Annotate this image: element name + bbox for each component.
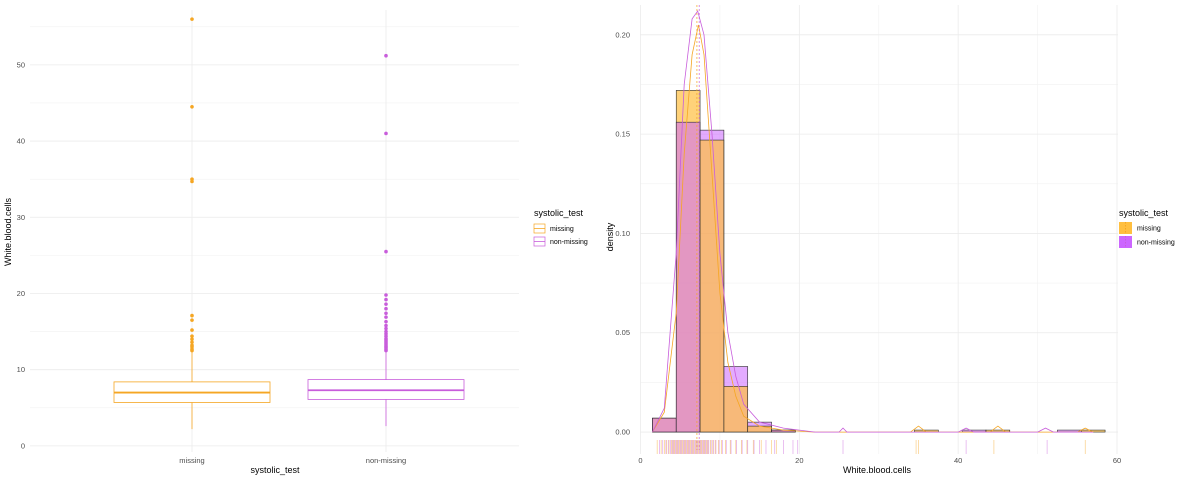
boxplot-legend-title: systolic_test <box>534 208 584 218</box>
outlier-point <box>384 249 388 254</box>
outlier-point <box>384 311 388 316</box>
outlier-point <box>190 337 194 342</box>
outlier-point <box>190 318 194 322</box>
y-tick-label: 20 <box>17 289 25 298</box>
outlier-point <box>190 17 194 21</box>
x-tick-label: 0 <box>638 456 642 465</box>
legend-label: missing <box>1137 226 1161 233</box>
histogram-y-tick-labels: 0.00 0.05 0.10 0.15 0.20 <box>615 30 630 436</box>
outlier-point <box>190 177 194 181</box>
boxplot-y-axis-title: White.blood.cells <box>3 197 13 266</box>
x-tick-label: 60 <box>1113 456 1121 465</box>
boxplot-y-tick-labels: 0 10 20 30 40 50 <box>17 60 25 450</box>
outlier-point <box>190 313 194 318</box>
outlier-point <box>384 131 388 136</box>
legend-label: non-missing <box>550 239 588 246</box>
density-curve-non-missing <box>652 10 1094 433</box>
histogram-legend-title: systolic_test <box>1119 208 1169 218</box>
histogram-bar <box>699 139 725 433</box>
x-tick-label: non-missing <box>366 456 406 465</box>
y-tick-label: 0.05 <box>615 328 630 337</box>
outlier-point <box>384 329 388 334</box>
y-tick-label: 10 <box>17 365 25 374</box>
legend-label: non-missing <box>1137 240 1175 247</box>
outlier-point <box>190 343 194 348</box>
y-tick-label: 30 <box>17 213 25 222</box>
histogram-bar <box>723 386 749 433</box>
histogram-x-axis-title: White.blood.cells <box>843 465 912 475</box>
box-non-missing <box>307 53 465 427</box>
x-tick-label: missing <box>179 456 204 465</box>
box-missing <box>113 17 271 430</box>
boxplot-x-axis-title: systolic_test <box>250 465 300 475</box>
y-tick-label: 0 <box>21 441 25 450</box>
outlier-point <box>384 315 388 319</box>
y-tick-label: 0.00 <box>615 428 630 437</box>
x-tick-label: 20 <box>795 456 803 465</box>
histogram-y-axis-title: density <box>605 222 615 251</box>
outlier-point <box>384 302 388 306</box>
outlier-point <box>384 323 388 328</box>
outlier-point <box>190 334 194 338</box>
y-tick-label: 40 <box>17 137 25 146</box>
histogram-legend: systolic_test missing non-missing <box>1119 208 1175 248</box>
outlier-point <box>384 293 388 297</box>
x-tick-label: 40 <box>954 456 962 465</box>
histogram-x-tick-labels: 0 20 40 60 <box>638 456 1121 465</box>
outlier-point <box>384 326 388 331</box>
boxplot-marks <box>113 17 465 430</box>
density-curve-missing <box>652 24 1094 433</box>
outlier-point <box>384 319 388 324</box>
histogram-bar <box>747 425 772 433</box>
outlier-point <box>190 104 194 109</box>
boxplot-legend: systolic_test missing non-missing <box>533 208 588 247</box>
outlier-point <box>190 328 194 332</box>
outlier-point <box>190 340 194 345</box>
y-tick-label: 0.15 <box>615 130 630 139</box>
histogram-panel: 0.00 0.05 0.10 0.15 0.20 0 20 40 60 White.blood… <box>605 5 1121 475</box>
boxplot-x-tick-labels: missing non-missing <box>179 456 406 465</box>
outlier-point <box>384 306 388 311</box>
y-tick-label: 0.20 <box>615 30 630 39</box>
outlier-point <box>384 53 388 58</box>
y-tick-label: 0.10 <box>615 229 630 238</box>
y-tick-label: 50 <box>17 60 25 69</box>
density-curves <box>652 10 1094 433</box>
rug-marks <box>656 440 1086 454</box>
outlier-point <box>384 297 388 302</box>
legend-label: missing <box>550 226 574 233</box>
boxplot-panel: 0 10 20 30 40 50 missing non-missing systolic_… <box>3 10 519 475</box>
